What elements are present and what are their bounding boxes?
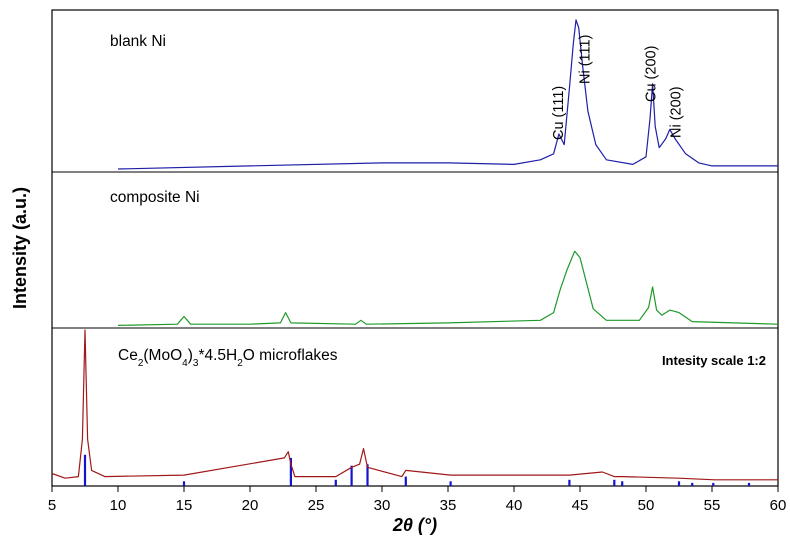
plot-frame <box>51 9 779 487</box>
series-lines <box>51 19 779 481</box>
x-tick-label: 15 <box>176 497 193 514</box>
scale-note: Intesity scale 1:2 <box>662 353 766 368</box>
panel-label-microflakes: Ce2(MoO4)3*4.5H2O microflakes <box>118 347 338 369</box>
series-line-top <box>117 19 778 170</box>
x-tick-label: 30 <box>374 497 391 514</box>
x-axis-title: 2θ (°) <box>392 515 437 535</box>
series-line-bottom <box>51 329 778 481</box>
peak-annotation: Cu (200) <box>643 46 659 102</box>
reference-lines <box>83 454 751 486</box>
peak-annotation: Cu (111) <box>551 86 567 140</box>
panel-label-composite-ni: composite Ni <box>110 189 200 206</box>
x-tick-label: 10 <box>110 497 127 514</box>
x-tick-label: 25 <box>308 497 325 514</box>
series-line-middle <box>117 250 779 326</box>
x-tick-label: 40 <box>506 497 523 514</box>
x-tick-label: 45 <box>572 497 589 514</box>
y-axis-title: Intensity (a.u.) <box>10 187 30 309</box>
x-tick-label: 35 <box>440 497 457 514</box>
x-tick-label: 60 <box>770 497 787 514</box>
panel-label-blank-ni: blank Ni <box>110 33 166 50</box>
x-tick-label: 50 <box>638 497 655 514</box>
peak-annotation: Ni (200) <box>668 86 684 138</box>
x-axis-ticks: 5 10 15 20 25 30 35 40 45 50 55 60 <box>48 486 787 514</box>
peak-annotation: Ni (111) <box>577 35 593 84</box>
peak-annotations: Cu (111) Ni (111) Cu (200) Ni (200) <box>551 35 684 140</box>
x-tick-label: 5 <box>48 497 56 514</box>
x-tick-label: 55 <box>704 497 721 514</box>
x-tick-label: 20 <box>242 497 259 514</box>
